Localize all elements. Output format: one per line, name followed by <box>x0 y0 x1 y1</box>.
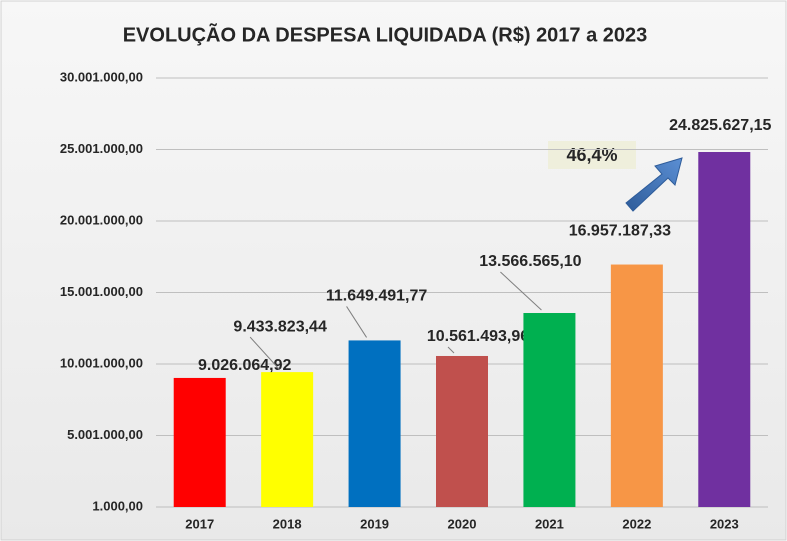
growth-arrow <box>625 157 683 212</box>
bar <box>261 372 314 507</box>
data-label: 10.561.493,96 <box>427 328 529 345</box>
bar <box>436 355 488 507</box>
bar <box>348 340 401 507</box>
data-label: 9.433.823,44 <box>233 318 327 335</box>
y-tick-label: 5.001.000,00 <box>67 427 143 442</box>
y-tick-label: 1.000,00 <box>92 498 143 513</box>
data-label: 16.957.187,33 <box>569 223 671 240</box>
leader-line <box>447 346 455 354</box>
y-tick-label: 20.001.000,00 <box>60 212 143 227</box>
y-tick-label: 15.001.000,00 <box>60 284 143 299</box>
annotation: 46,4% <box>566 145 617 165</box>
x-tick-label: 2021 <box>535 516 564 531</box>
annotation-box <box>548 141 636 169</box>
data-label: 9.026.064,92 <box>198 357 292 374</box>
x-tick-label: 2020 <box>448 516 477 531</box>
y-tick-label: 10.001.000,00 <box>60 355 143 370</box>
chart-title: EVOLUÇÃO DA DESPESA LIQUIDADA (R$) 2017 … <box>123 23 648 46</box>
leader-line <box>500 271 542 311</box>
y-tick-label: 30.001.000,00 <box>60 69 143 84</box>
x-tick-label: 2022 <box>622 516 651 531</box>
bar <box>173 377 226 507</box>
leader-line <box>249 336 280 370</box>
x-tick-label: 2023 <box>710 516 739 531</box>
bar <box>523 313 576 507</box>
leader-line <box>346 306 367 338</box>
bar <box>698 152 751 508</box>
x-tick-label: 2017 <box>185 516 214 531</box>
x-tick-label: 2019 <box>360 516 389 531</box>
data-label: 13.566.565,10 <box>479 253 581 270</box>
x-tick-label: 2018 <box>273 516 302 531</box>
bar <box>610 264 663 507</box>
data-label: 11.649.491,77 <box>326 288 428 305</box>
data-label: 24.825.627,15 <box>669 117 771 134</box>
y-tick-label: 25.001.000,00 <box>60 141 143 156</box>
